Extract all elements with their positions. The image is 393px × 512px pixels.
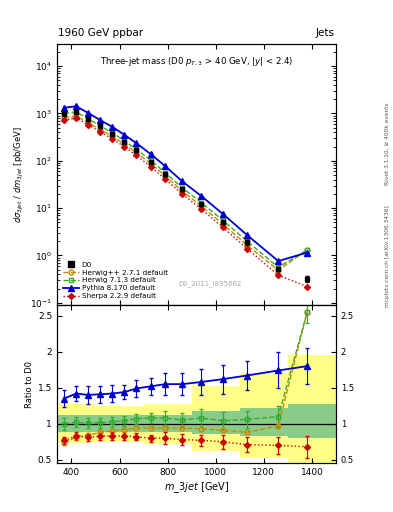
Text: mcplots.cern.ch [arXiv:1306.3436]: mcplots.cern.ch [arXiv:1306.3436] (385, 205, 390, 307)
Legend: D0, Herwig++ 2.7.1 default, Herwig 7.1.3 default, Pythia 8.170 default, Sherpa 2: D0, Herwig++ 2.7.1 default, Herwig 7.1.3… (61, 260, 170, 302)
Text: D0_2011_I895662: D0_2011_I895662 (179, 280, 242, 287)
Text: Rivet 3.1.10, ≥ 400k events: Rivet 3.1.10, ≥ 400k events (385, 102, 390, 185)
X-axis label: $m\_3jet$ [GeV]: $m\_3jet$ [GeV] (164, 480, 229, 495)
Y-axis label: Ratio to D0: Ratio to D0 (25, 360, 33, 408)
Text: 1960 GeV ppbar: 1960 GeV ppbar (58, 28, 143, 38)
Text: Three-jet mass (D0 $p_{T,3}$ > 40 GeV, $|y|$ < 2.4): Three-jet mass (D0 $p_{T,3}$ > 40 GeV, $… (100, 55, 293, 68)
Y-axis label: $d\sigma_{3jet}$ / $dm_{3jet}$ [pb/GeV]: $d\sigma_{3jet}$ / $dm_{3jet}$ [pb/GeV] (13, 126, 26, 223)
Text: Jets: Jets (316, 28, 335, 38)
